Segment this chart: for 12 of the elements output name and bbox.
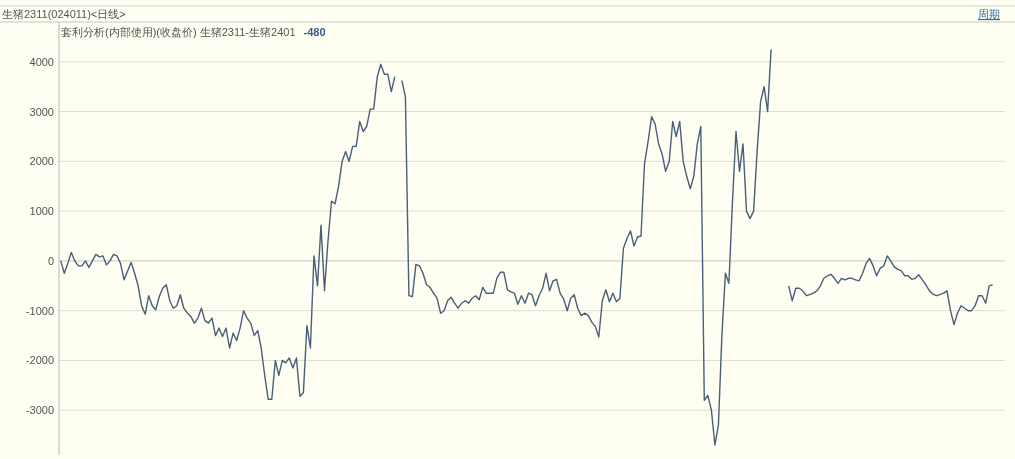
y-tick-label: -1000: [25, 304, 54, 317]
text: 周期: [978, 8, 1000, 20]
chart-title: 生猪2311(024011)<日线>: [2, 8, 126, 20]
y-tick-label: 0: [47, 254, 54, 267]
y-tick-label: 1000: [29, 205, 54, 218]
y-tick-label: 4000: [29, 55, 54, 68]
y-tick-label: 2000: [29, 155, 54, 168]
chart-subtitle: 套利分析(内部使用)(收盘价) 生猪2311-生猪2401: [61, 26, 296, 38]
y-tick-label: -3000: [25, 404, 54, 417]
annotation: -480: [303, 26, 326, 38]
y-tick-label: 3000: [29, 105, 54, 118]
y-tick-label: -2000: [25, 354, 54, 367]
